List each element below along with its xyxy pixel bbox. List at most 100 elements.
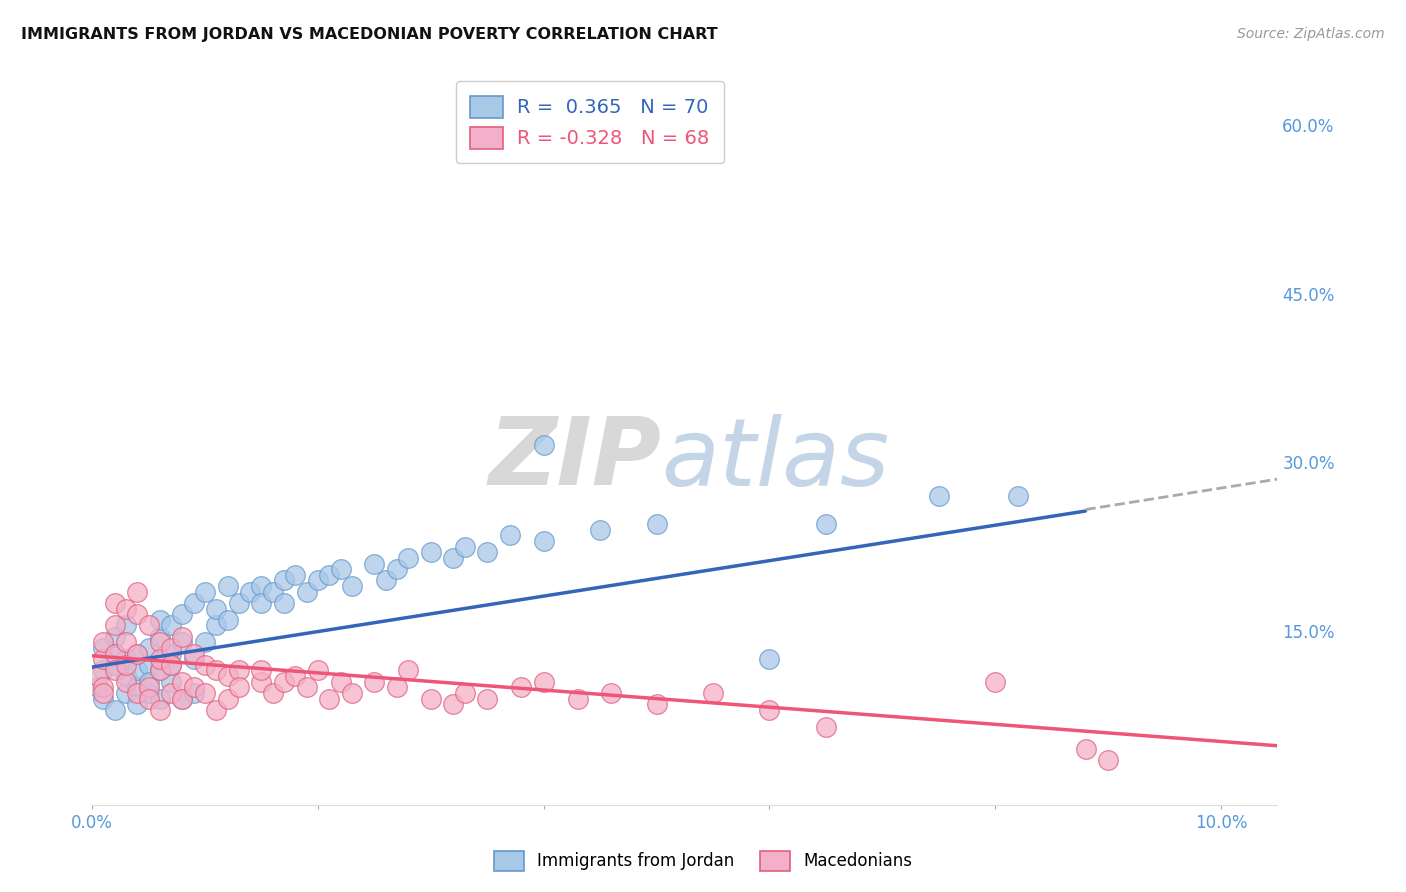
Point [149,635,172,649]
Point [217,613,239,627]
Point [149,691,172,706]
Point [363,674,385,689]
Point [183,652,205,666]
Point [93,664,115,678]
Point [149,613,172,627]
Point [160,657,183,672]
Point [453,540,475,554]
Point [127,680,149,694]
Point [477,691,499,706]
Point [396,664,419,678]
Point [93,680,115,694]
Point [600,686,623,700]
Point [318,691,340,706]
Point [1097,753,1119,767]
Legend: Immigrants from Jordan, Macedonians: Immigrants from Jordan, Macedonians [485,842,921,880]
Point [645,697,668,711]
Point [127,647,149,661]
Legend: R =  0.365   N = 70, R = -0.328   N = 68: R = 0.365 N = 70, R = -0.328 N = 68 [456,81,724,163]
Point [284,567,307,582]
Point [441,697,464,711]
Point [250,596,273,610]
Point [307,664,329,678]
Point [172,691,194,706]
Point [205,703,228,717]
Point [160,640,183,655]
Point [228,596,250,610]
Point [149,703,172,717]
Point [396,550,419,565]
Text: ZIP: ZIP [488,413,661,505]
Point [250,579,273,593]
Point [1074,742,1097,756]
Point [329,562,352,576]
Point [138,618,160,632]
Point [307,574,329,588]
Point [205,601,228,615]
Point [138,640,160,655]
Point [228,664,250,678]
Text: Source: ZipAtlas.com: Source: ZipAtlas.com [1237,27,1385,41]
Point [814,517,837,532]
Point [127,697,149,711]
Text: atlas: atlas [661,414,890,505]
Point [284,669,307,683]
Point [205,618,228,632]
Point [758,703,780,717]
Point [115,618,138,632]
Point [115,652,138,666]
Point [441,550,464,565]
Point [329,674,352,689]
Point [645,517,668,532]
Point [477,545,499,559]
Point [262,686,284,700]
Point [228,680,250,694]
Point [149,664,172,678]
Point [419,545,441,559]
Point [273,596,295,610]
Point [160,618,183,632]
Point [273,574,295,588]
Point [510,680,533,694]
Point [104,618,127,632]
Point [160,686,183,700]
Point [104,647,127,661]
Point [295,584,318,599]
Point [205,664,228,678]
Point [533,438,555,452]
Point [172,674,194,689]
Point [127,647,149,661]
Point [115,635,138,649]
Point [183,686,205,700]
Point [172,635,194,649]
Point [295,680,318,694]
Point [172,691,194,706]
Point [239,584,262,599]
Point [262,584,284,599]
Point [273,674,295,689]
Point [183,596,205,610]
Point [127,664,149,678]
Point [194,584,217,599]
Point [499,528,522,542]
Point [702,686,724,700]
Point [104,630,127,644]
Point [93,640,115,655]
Point [183,647,205,661]
Point [93,686,115,700]
Point [340,686,363,700]
Point [453,686,475,700]
Point [87,680,110,694]
Point [104,596,127,610]
Point [374,574,396,588]
Point [217,691,239,706]
Point [93,691,115,706]
Point [138,691,160,706]
Point [250,664,273,678]
Point [115,686,138,700]
Point [160,647,183,661]
Point [1007,489,1029,503]
Point [115,674,138,689]
Point [115,669,138,683]
Point [589,523,612,537]
